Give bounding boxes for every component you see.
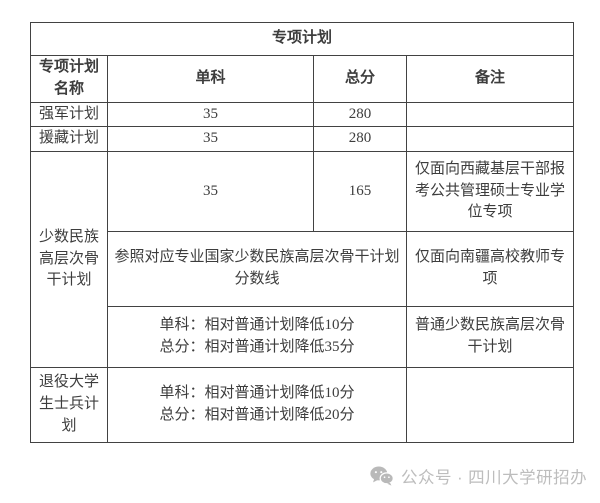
- minority-sub3-total-rule: 总分：相对普通计划降低35分: [159, 339, 355, 355]
- plan-name-yuanzang: 援藏计划: [30, 126, 108, 152]
- minority-sub2-remark: 仅面向南疆高校教师专项: [405, 231, 575, 307]
- table-row: 少数民族高层次骨干计划 35 165 仅面向西藏基层干部报考公共管理硕士专业学位…: [30, 151, 575, 368]
- column-header-single: 单科: [107, 55, 314, 103]
- wechat-watermark: 公众号 · 四川大学研招办: [370, 464, 587, 488]
- watermark-text: 公众号 · 四川大学研招办: [401, 469, 588, 487]
- table-row: 退役大学生士兵计划 单科：相对普通计划降低10分 总分：相对普通计划降低20分: [30, 367, 575, 443]
- table-row: 强军计划 35 280: [30, 101, 575, 128]
- column-header-total: 总分: [313, 55, 407, 103]
- veteran-total-rule: 总分：相对普通计划降低20分: [159, 407, 355, 423]
- minority-sub3-remark: 普通少数民族高层次骨干计划: [405, 306, 575, 368]
- wechat-icon: [370, 466, 394, 486]
- plan-name-qiangjun: 强军计划: [30, 101, 108, 128]
- yuanzang-total: 280: [313, 126, 407, 152]
- table-row: 援藏计划 35 280: [30, 126, 575, 152]
- column-header-remark: 备注: [405, 55, 575, 103]
- veteran-single-rule: 单科：相对普通计划降低10分: [159, 385, 355, 402]
- qiangjun-total: 280: [313, 101, 407, 128]
- qiangjun-single: 35: [107, 101, 314, 128]
- minority-sub2-score-rule: 参照对应专业国家少数民族高层次骨干计划分数线: [107, 231, 407, 307]
- minority-sub3-single-rule: 单科：相对普通计划降低10分: [159, 317, 355, 334]
- qiangjun-remark: [405, 101, 575, 128]
- column-header-plan-name: 专项计划名称: [30, 55, 108, 103]
- minority-sub1-remark: 仅面向西藏基层干部报考公共管理硕士专业学位专项: [405, 151, 575, 232]
- veteran-remark: [405, 367, 575, 443]
- yuanzang-single: 35: [107, 126, 314, 152]
- minority-sub1-single: 35: [107, 151, 314, 232]
- table-row: 单科：相对普通计划降低10分 总分：相对普通计划降低35分 普通少数民族高层次骨…: [31, 306, 575, 368]
- minority-sub3-score-rule: 单科：相对普通计划降低10分 总分：相对普通计划降低35分: [107, 306, 407, 368]
- special-plan-score-table: 专项计划 专项计划名称 单科 总分 备注 强军计划 35 280 援藏计划 35…: [29, 22, 575, 443]
- yuanzang-remark: [405, 126, 575, 152]
- minority-sub1-total: 165: [313, 151, 407, 232]
- plan-name-minority: 少数民族高层次骨干计划: [30, 151, 108, 368]
- veteran-score-rule: 单科：相对普通计划降低10分 总分：相对普通计划降低20分: [107, 367, 407, 443]
- table-row: 参照对应专业国家少数民族高层次骨干计划分数线 仅面向南疆高校教师专项: [31, 231, 575, 307]
- table-title: 专项计划: [29, 22, 575, 56]
- plan-name-veteran: 退役大学生士兵计划: [30, 367, 108, 443]
